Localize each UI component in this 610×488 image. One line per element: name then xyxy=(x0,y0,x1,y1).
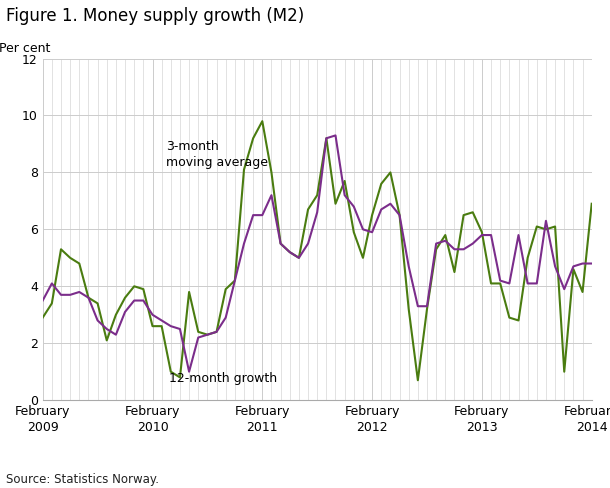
Text: Figure 1. Money supply growth (M2): Figure 1. Money supply growth (M2) xyxy=(6,7,304,25)
Text: 12-month growth: 12-month growth xyxy=(169,371,277,385)
Text: Per cent: Per cent xyxy=(0,42,50,55)
Text: Source: Statistics Norway.: Source: Statistics Norway. xyxy=(6,472,159,486)
Text: 3-month
moving average: 3-month moving average xyxy=(166,140,268,169)
